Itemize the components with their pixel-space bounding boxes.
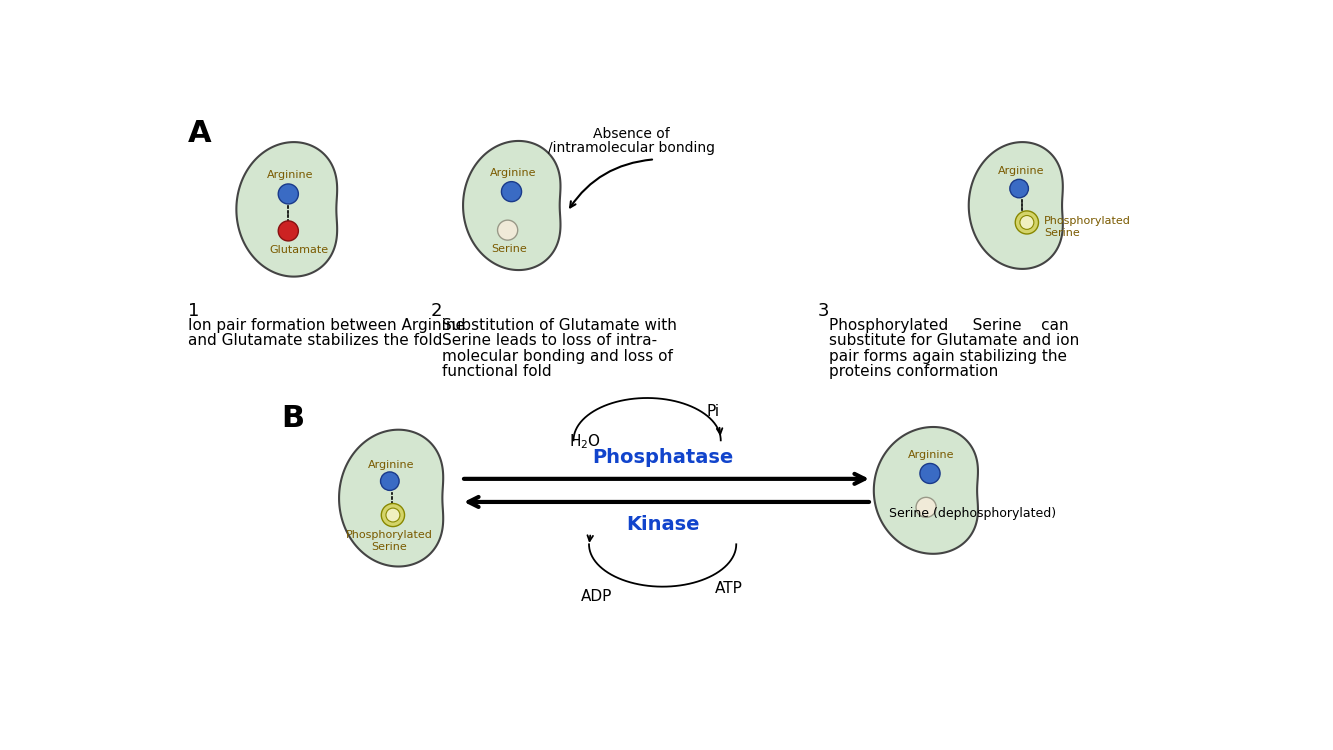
- Circle shape: [387, 508, 400, 522]
- Text: Serine: Serine: [371, 542, 407, 552]
- Text: pair forms again stabilizing the: pair forms again stabilizing the: [829, 349, 1068, 364]
- Text: A: A: [188, 119, 212, 148]
- Text: 2: 2: [431, 302, 441, 320]
- Text: Phosphorylated: Phosphorylated: [345, 530, 432, 541]
- Circle shape: [279, 221, 299, 241]
- Circle shape: [501, 182, 521, 202]
- Text: Arginine: Arginine: [489, 168, 536, 178]
- Text: Absence of: Absence of: [593, 127, 670, 141]
- Text: Phosphorylated     Serine    can: Phosphorylated Serine can: [829, 318, 1069, 333]
- Circle shape: [1010, 179, 1029, 198]
- Polygon shape: [969, 142, 1062, 269]
- Text: Serine (dephosphorylated): Serine (dephosphorylated): [889, 507, 1056, 520]
- Text: Pi: Pi: [706, 404, 720, 419]
- Text: /intramolecular bonding: /intramolecular bonding: [548, 141, 714, 154]
- Text: Arginine: Arginine: [368, 460, 415, 470]
- Circle shape: [497, 220, 517, 240]
- Text: Ion pair formation between Arginine: Ion pair formation between Arginine: [188, 318, 465, 333]
- Circle shape: [381, 503, 404, 526]
- Text: Arginine: Arginine: [267, 170, 313, 180]
- Circle shape: [279, 184, 299, 204]
- Text: Substitution of Glutamate with: Substitution of Glutamate with: [441, 318, 677, 333]
- Polygon shape: [339, 430, 443, 566]
- Text: Serine: Serine: [492, 244, 527, 254]
- Text: ATP: ATP: [714, 581, 742, 596]
- Circle shape: [916, 497, 936, 517]
- Circle shape: [380, 472, 399, 490]
- Text: proteins conformation: proteins conformation: [829, 364, 998, 379]
- Circle shape: [920, 464, 940, 484]
- Polygon shape: [463, 141, 560, 270]
- Text: Glutamate: Glutamate: [269, 244, 329, 255]
- Circle shape: [1020, 215, 1034, 229]
- Text: functional fold: functional fold: [441, 364, 552, 379]
- Text: and Glutamate stabilizes the fold: and Glutamate stabilizes the fold: [188, 333, 443, 348]
- Text: Arginine: Arginine: [997, 166, 1044, 176]
- Text: Arginine: Arginine: [908, 450, 954, 460]
- Text: 3: 3: [817, 302, 829, 320]
- Text: molecular bonding and loss of: molecular bonding and loss of: [441, 349, 673, 364]
- Text: Phosphorylated
Serine: Phosphorylated Serine: [1044, 216, 1130, 238]
- Polygon shape: [874, 427, 978, 554]
- Text: Kinase: Kinase: [627, 515, 700, 534]
- Text: Serine leads to loss of intra-: Serine leads to loss of intra-: [441, 333, 657, 348]
- Text: ADP: ADP: [581, 589, 612, 604]
- Text: 1: 1: [188, 302, 200, 320]
- Text: H$_2$O: H$_2$O: [569, 433, 601, 451]
- Text: substitute for Glutamate and ion: substitute for Glutamate and ion: [829, 333, 1080, 348]
- Text: Phosphatase: Phosphatase: [592, 448, 733, 467]
- Polygon shape: [236, 142, 337, 277]
- Circle shape: [1016, 211, 1038, 234]
- Text: B: B: [281, 404, 304, 433]
